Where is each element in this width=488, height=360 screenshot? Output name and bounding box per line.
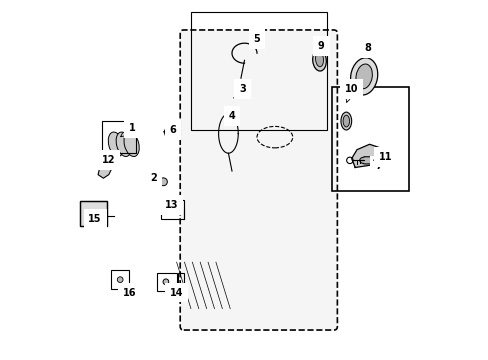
Text: 4: 4 xyxy=(228,111,235,121)
Ellipse shape xyxy=(168,206,174,212)
Polygon shape xyxy=(364,157,383,164)
Ellipse shape xyxy=(315,52,323,67)
Bar xyxy=(190,12,326,130)
Text: 10: 10 xyxy=(344,84,358,102)
Text: 13: 13 xyxy=(164,200,178,210)
Text: 1: 1 xyxy=(121,123,135,137)
Text: 12: 12 xyxy=(102,156,115,165)
FancyBboxPatch shape xyxy=(180,30,337,330)
Polygon shape xyxy=(351,144,385,167)
Bar xyxy=(157,273,176,291)
Bar xyxy=(80,202,107,226)
Text: 7: 7 xyxy=(373,161,381,171)
Ellipse shape xyxy=(108,132,123,157)
Ellipse shape xyxy=(359,157,368,163)
Ellipse shape xyxy=(124,132,139,157)
Text: 15: 15 xyxy=(88,214,102,224)
Text: 9: 9 xyxy=(317,41,324,51)
Ellipse shape xyxy=(116,132,131,157)
Polygon shape xyxy=(98,164,112,178)
Ellipse shape xyxy=(343,115,349,127)
Ellipse shape xyxy=(159,178,167,186)
Bar xyxy=(102,121,135,153)
Ellipse shape xyxy=(312,50,325,71)
Bar xyxy=(178,273,183,291)
Text: 16: 16 xyxy=(122,288,136,297)
Bar xyxy=(110,270,129,289)
Ellipse shape xyxy=(153,171,161,179)
Ellipse shape xyxy=(355,64,372,89)
Ellipse shape xyxy=(340,112,351,130)
Polygon shape xyxy=(164,125,173,137)
Bar xyxy=(331,87,408,191)
Ellipse shape xyxy=(350,58,377,95)
Bar xyxy=(80,202,107,226)
Text: 5: 5 xyxy=(252,34,260,44)
Text: 2: 2 xyxy=(150,173,157,183)
Ellipse shape xyxy=(153,178,161,186)
Text: 6: 6 xyxy=(169,125,176,135)
Ellipse shape xyxy=(91,211,98,217)
Text: 3: 3 xyxy=(239,84,245,94)
Ellipse shape xyxy=(163,279,168,285)
Ellipse shape xyxy=(117,277,123,283)
Text: 14: 14 xyxy=(169,288,183,297)
Bar xyxy=(160,200,183,219)
Text: 8: 8 xyxy=(364,43,370,53)
Text: 11: 11 xyxy=(373,152,391,162)
